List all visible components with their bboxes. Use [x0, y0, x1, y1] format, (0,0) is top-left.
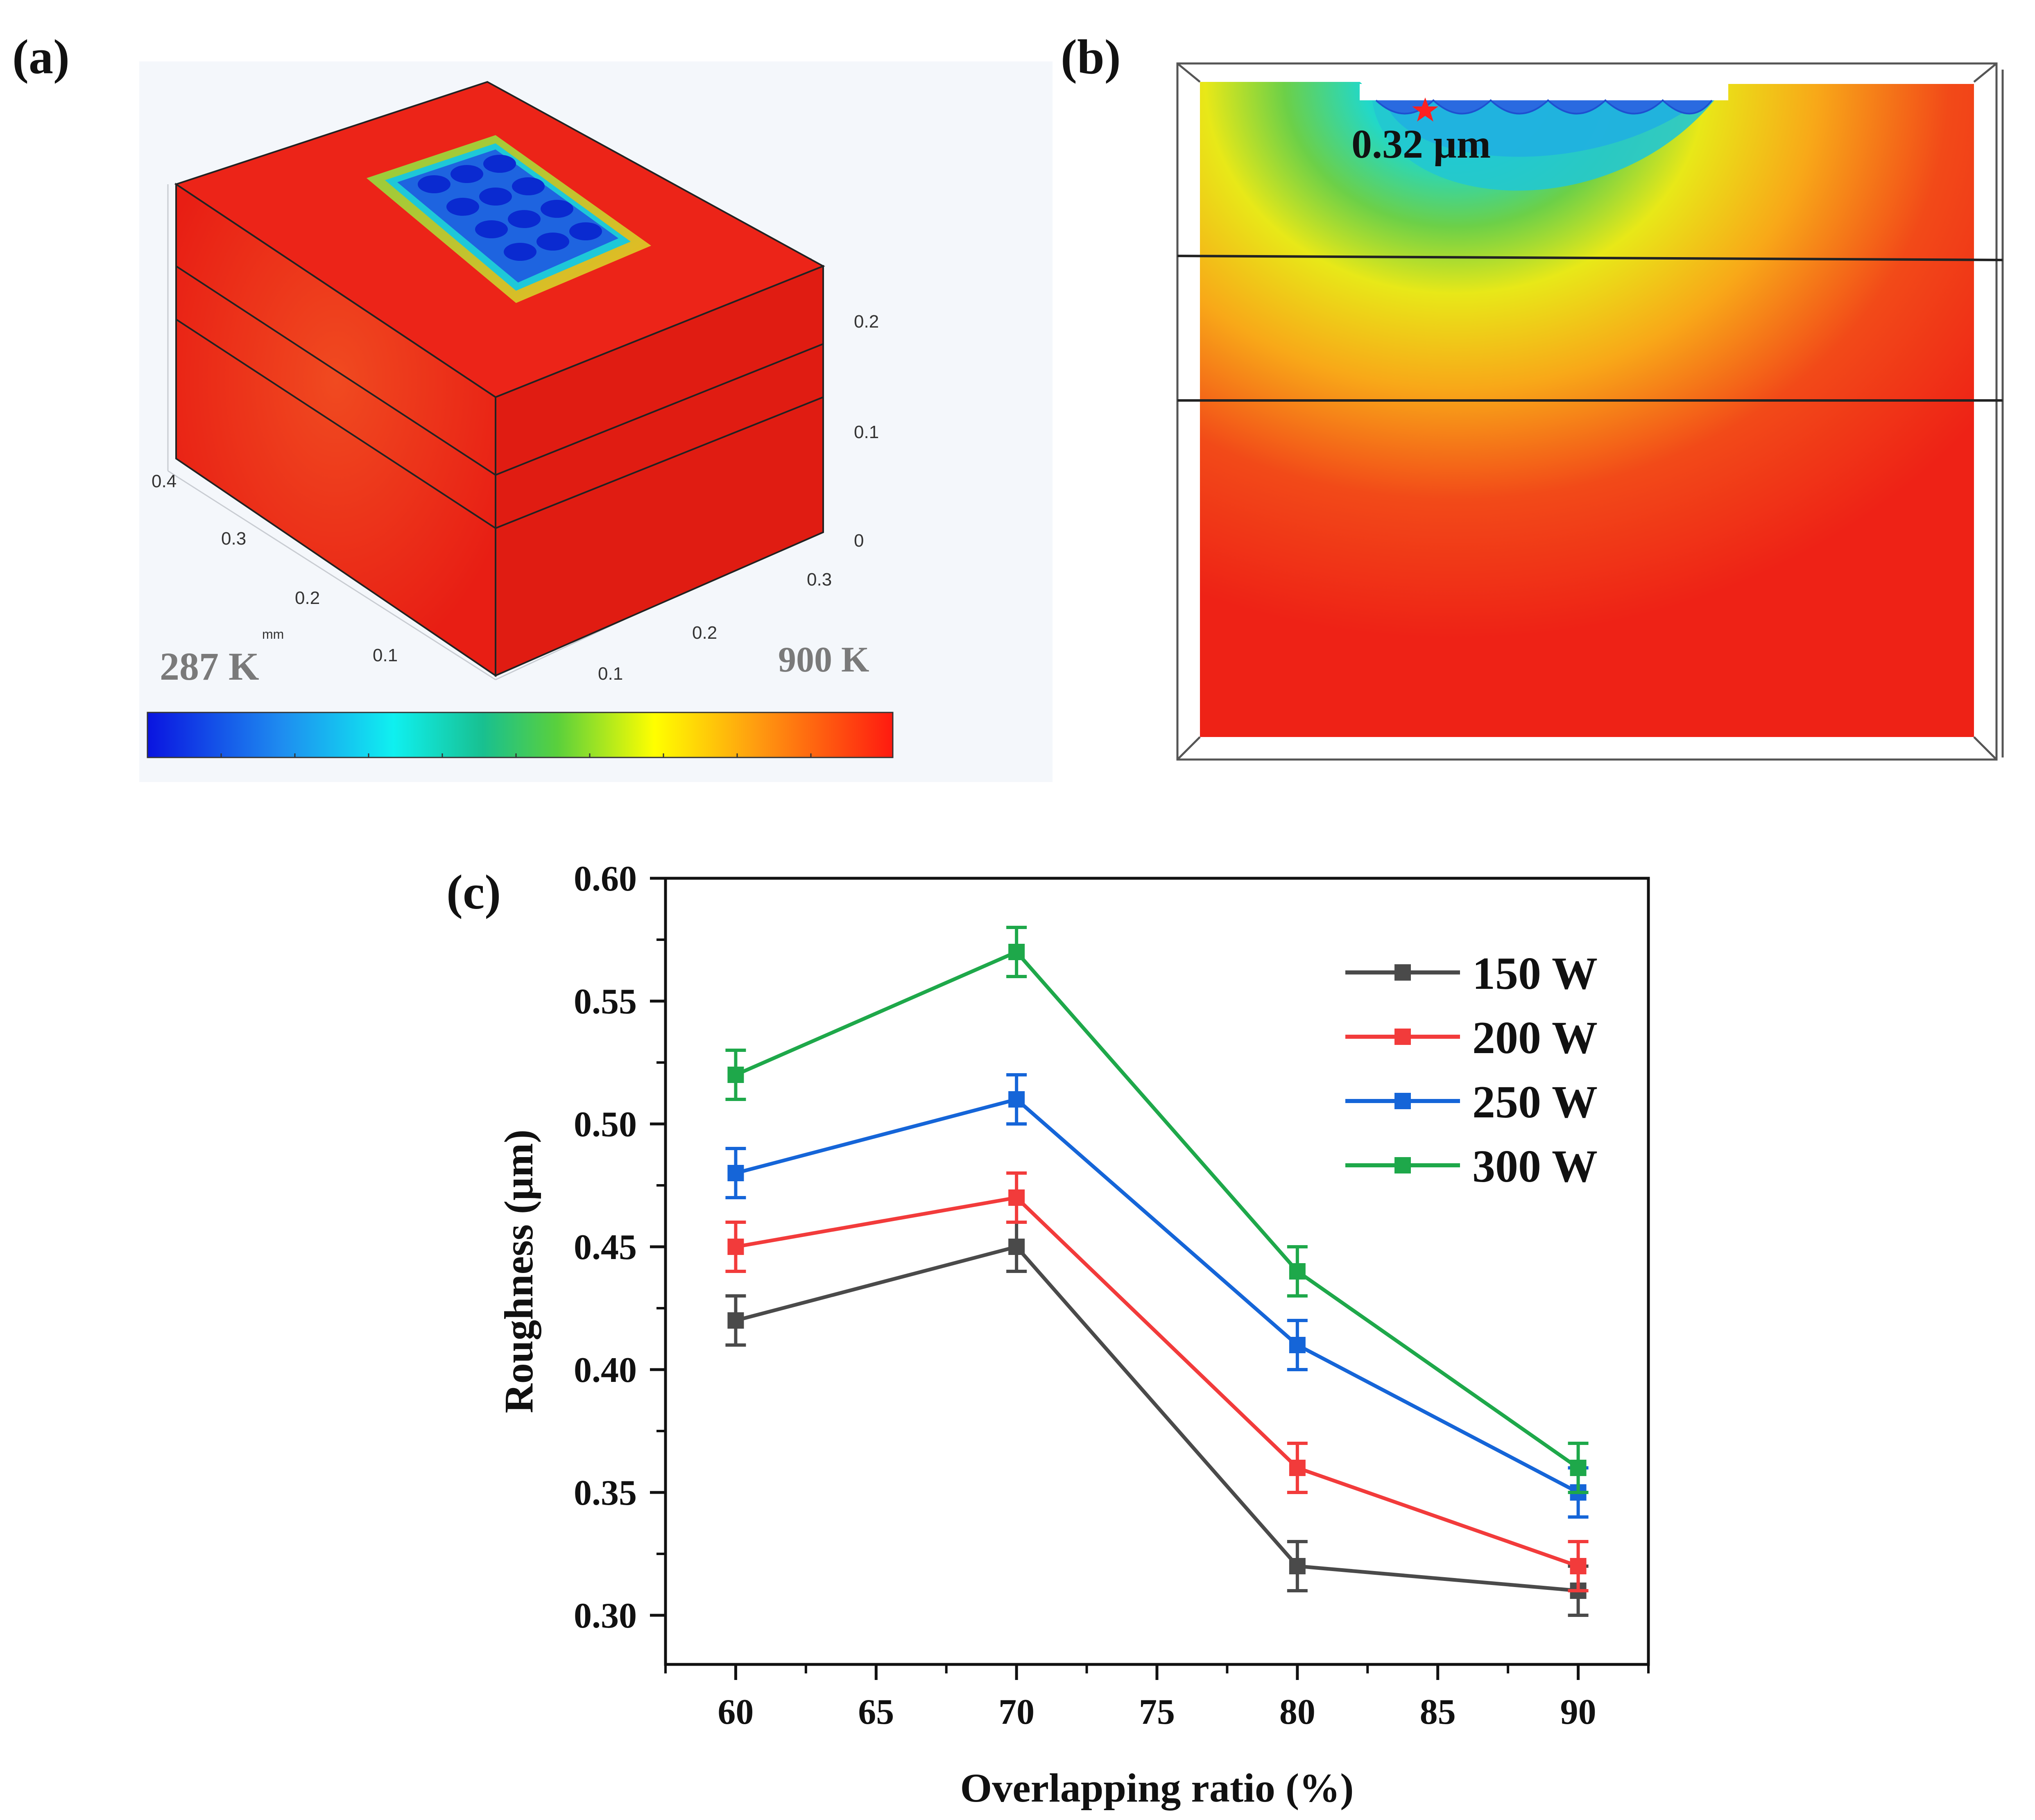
panel-c-label: (c) [446, 865, 501, 919]
axis-a-unit: mm [262, 627, 284, 642]
data-point [1289, 1263, 1306, 1280]
data-point [1289, 1337, 1306, 1353]
panel-a-figure: 0.4 0.3 0.2 0.1 mm 0.3 0.2 0.1 0.2 0.1 0… [139, 61, 1053, 782]
x-tick-label: 85 [1420, 1692, 1456, 1732]
axis-a-left-tick: 0.3 [221, 529, 246, 549]
x-axis-label: Overlapping ratio (%) [960, 1765, 1354, 1811]
y-tick-label: 0.45 [574, 1228, 637, 1267]
y-tick-label: 0.50 [574, 1105, 637, 1144]
axis-a-right-tick: 0.1 [598, 664, 623, 684]
x-tick-label: 60 [718, 1692, 754, 1732]
data-point [727, 1067, 744, 1083]
data-point [1008, 1091, 1025, 1108]
legend-marker [1394, 1157, 1411, 1173]
legend-label: 300 W [1472, 1141, 1598, 1192]
panel-b-frame [1176, 62, 2004, 761]
series-line-200-w [735, 1196, 1579, 1568]
axis-a-left-tick: 0.1 [373, 645, 398, 665]
melt-pool [367, 135, 651, 303]
legend-marker [1394, 964, 1411, 981]
legend-label: 200 W [1472, 1013, 1598, 1063]
y-axis-label: Roughness (μm) [496, 1130, 541, 1413]
x-tick-label: 80 [1279, 1692, 1315, 1732]
data-point [1570, 1460, 1587, 1476]
roughness-annotation: 0.32 μm [1351, 121, 1491, 167]
y-tick-label: 0.55 [574, 982, 637, 1022]
cross-section-layer-lines [1177, 255, 2003, 402]
x-tick-label: 75 [1139, 1692, 1175, 1732]
surface-ripples [1375, 99, 1713, 115]
cross-section-field [1200, 82, 1974, 737]
data-point [727, 1239, 744, 1255]
data-point [1570, 1484, 1587, 1501]
y-tick-label: 0.30 [574, 1596, 637, 1636]
axis-a-right-tick: 0.2 [692, 623, 717, 643]
y-tick-label: 0.60 [574, 859, 637, 899]
axis-a-vertical-tick: 0 [854, 531, 864, 551]
legend-label: 250 W [1472, 1077, 1598, 1128]
legend-marker [1394, 1093, 1411, 1109]
x-tick-label: 90 [1560, 1692, 1596, 1732]
data-point [1008, 944, 1025, 960]
block-layer-lines [175, 265, 824, 529]
axis-a-right-tick: 0.3 [807, 570, 832, 590]
axis-a-vertical-tick: 0.2 [854, 312, 879, 332]
data-point [727, 1312, 744, 1329]
series-line-300-w [735, 950, 1580, 1470]
data-point [1008, 1239, 1025, 1255]
axis-a-vertical-tick: 0.1 [854, 422, 879, 442]
temperature-colorbar [147, 712, 894, 758]
data-point [1008, 1189, 1025, 1206]
axis-a-left-tick: 0.4 [152, 471, 177, 491]
legend-label: 150 W [1472, 948, 1598, 999]
data-point [1570, 1583, 1587, 1599]
series-line-150-w [735, 1244, 1578, 1593]
plot-frame [664, 877, 1650, 1666]
panel-b-label: (b) [1061, 29, 1121, 84]
data-point [1289, 1558, 1306, 1574]
panel-a-label: (a) [12, 29, 70, 84]
data-point [1570, 1558, 1587, 1574]
x-tick-label: 65 [858, 1692, 894, 1732]
colorbar-ticks [220, 753, 812, 757]
legend-marker [1394, 1029, 1411, 1045]
colorbar-min-label: 287 K [160, 644, 259, 688]
star-marker-icon [1412, 97, 1438, 122]
y-tick-label: 0.40 [574, 1350, 637, 1390]
colorbar-max-label: 900 K [778, 640, 869, 680]
x-tick-label: 70 [998, 1692, 1034, 1732]
melt-pool-ripples [418, 155, 602, 261]
block-right-face [495, 265, 824, 677]
data-point [1289, 1460, 1306, 1476]
axis-a-left-tick: 0.2 [295, 588, 320, 608]
panel-b-figure: 0.32 μm [1171, 61, 2019, 782]
data-point [727, 1165, 744, 1181]
y-tick-label: 0.35 [574, 1473, 637, 1513]
series-line-250-w [735, 1097, 1579, 1494]
